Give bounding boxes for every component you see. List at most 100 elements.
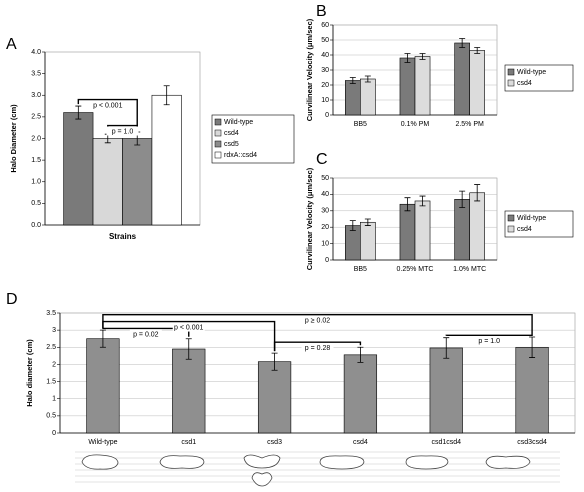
y-tick-label: 40: [321, 52, 329, 59]
bar: [151, 94, 182, 226]
bar: [414, 200, 431, 261]
annotation: p = 0.28: [305, 345, 331, 352]
error-bar: [404, 197, 411, 212]
y-tick-label: 0.0: [31, 222, 41, 229]
legend-label: Wild-type: [224, 119, 253, 126]
legend-swatch: [214, 118, 222, 126]
annotation: p < 0.001: [93, 102, 122, 109]
error-bar: [75, 105, 82, 120]
annotation-bg: [172, 322, 205, 332]
x-tick-label: csd1csd4: [431, 439, 461, 446]
legend-label: rdxA::csd4: [224, 152, 257, 159]
x-tick-label: csd3: [267, 439, 282, 446]
y-tick-label: 4.0: [31, 49, 41, 56]
y-tick-label: 2: [52, 361, 56, 368]
y-tick-label: 2.5: [31, 114, 41, 121]
y-axis-title: Curvilinear Velocity (μm/sec): [305, 18, 314, 121]
y-tick-label: 1.5: [46, 378, 56, 385]
x-tick-label: 1.0% MTC: [453, 266, 486, 273]
y-tick-label: 3: [52, 327, 56, 334]
bar: [92, 138, 123, 226]
x-tick-label: csd3csd4: [517, 439, 547, 446]
y-tick-label: 60: [321, 22, 329, 29]
error-bar: [419, 53, 426, 60]
annotation-bg: [301, 343, 334, 353]
x-tick-label: BB5: [354, 121, 367, 128]
cell-shapes: [75, 451, 560, 487]
x-axis-title: Strains: [109, 232, 137, 241]
bar: [63, 112, 94, 226]
legend-swatch: [507, 225, 515, 233]
error-bar: [357, 346, 364, 363]
significance-bracket: [273, 341, 362, 352]
y-tick-label: 3.0: [31, 92, 41, 99]
y-tick-label: 40: [321, 191, 329, 198]
annotation-bg: [106, 126, 139, 136]
annotation-bg: [91, 100, 124, 110]
y-tick-label: 20: [321, 224, 329, 231]
y-tick-label: 30: [321, 208, 329, 215]
annotation-bg: [301, 315, 334, 325]
bar: [469, 50, 485, 116]
bar: [86, 338, 120, 434]
y-tick-label: 1.0: [31, 179, 41, 186]
panel-label: B: [316, 3, 327, 20]
x-tick-label: 0.1% PM: [401, 121, 430, 128]
x-tick-label: csd4: [353, 439, 368, 446]
error-bar: [99, 329, 106, 348]
legend-swatch: [507, 68, 515, 76]
error-bar: [364, 218, 371, 226]
x-tick-label: csd1: [181, 439, 196, 446]
legend-label: csd5: [224, 141, 239, 148]
error-bar: [459, 190, 466, 208]
legend-swatch: [507, 79, 515, 87]
bar: [344, 80, 361, 116]
y-tick-label: 1: [52, 396, 56, 403]
annotation: p < 0.001: [174, 324, 203, 331]
bar: [122, 138, 153, 226]
annotation: p = 1.0: [112, 128, 134, 135]
legend-label: csd4: [517, 226, 532, 233]
significance-bracket: [102, 327, 190, 337]
y-tick-label: 2.0: [31, 135, 41, 142]
y-tick-label: 30: [321, 67, 329, 74]
y-axis-title: Halo diameter (cm): [25, 339, 34, 407]
bar: [172, 348, 206, 434]
x-tick-label: 0.25% MTC: [397, 266, 434, 273]
y-tick-label: 3.5: [46, 310, 56, 317]
bar: [343, 354, 378, 434]
legend-swatch: [214, 140, 222, 148]
y-tick-label: 2.5: [46, 344, 56, 351]
y-tick-label: 50: [321, 37, 329, 44]
y-tick-label: 1.5: [31, 157, 41, 164]
annotation-bg: [129, 329, 162, 339]
error-bar: [163, 85, 170, 106]
legend-box: [504, 64, 574, 92]
legend-label: Wild-type: [517, 215, 546, 222]
annotation-bg: [473, 336, 506, 346]
y-axis-title: Curvilinear Velocity (μm/sec): [305, 167, 314, 270]
significance-bracket: [77, 98, 138, 131]
error-bar: [419, 195, 426, 207]
error-bar: [443, 337, 450, 359]
y-tick-label: 10: [321, 97, 329, 104]
bar: [399, 57, 416, 116]
y-tick-label: 0.5: [46, 413, 56, 420]
error-bar: [529, 336, 536, 358]
error-bar: [474, 184, 481, 202]
y-axis-title: Halo Diameter (cm): [9, 104, 18, 173]
legend-box: [504, 210, 574, 238]
bar: [257, 361, 292, 434]
legend-swatch: [507, 214, 515, 222]
bar: [414, 56, 431, 116]
error-bar: [349, 220, 356, 231]
bar: [469, 192, 485, 261]
annotation: p = 0.02: [133, 331, 159, 338]
significance-bracket: [102, 314, 533, 335]
error-bar: [364, 75, 371, 83]
x-tick-label: BB5: [354, 266, 367, 273]
y-tick-label: 10: [321, 240, 329, 247]
panel-label: C: [316, 151, 328, 168]
bar: [454, 42, 470, 116]
